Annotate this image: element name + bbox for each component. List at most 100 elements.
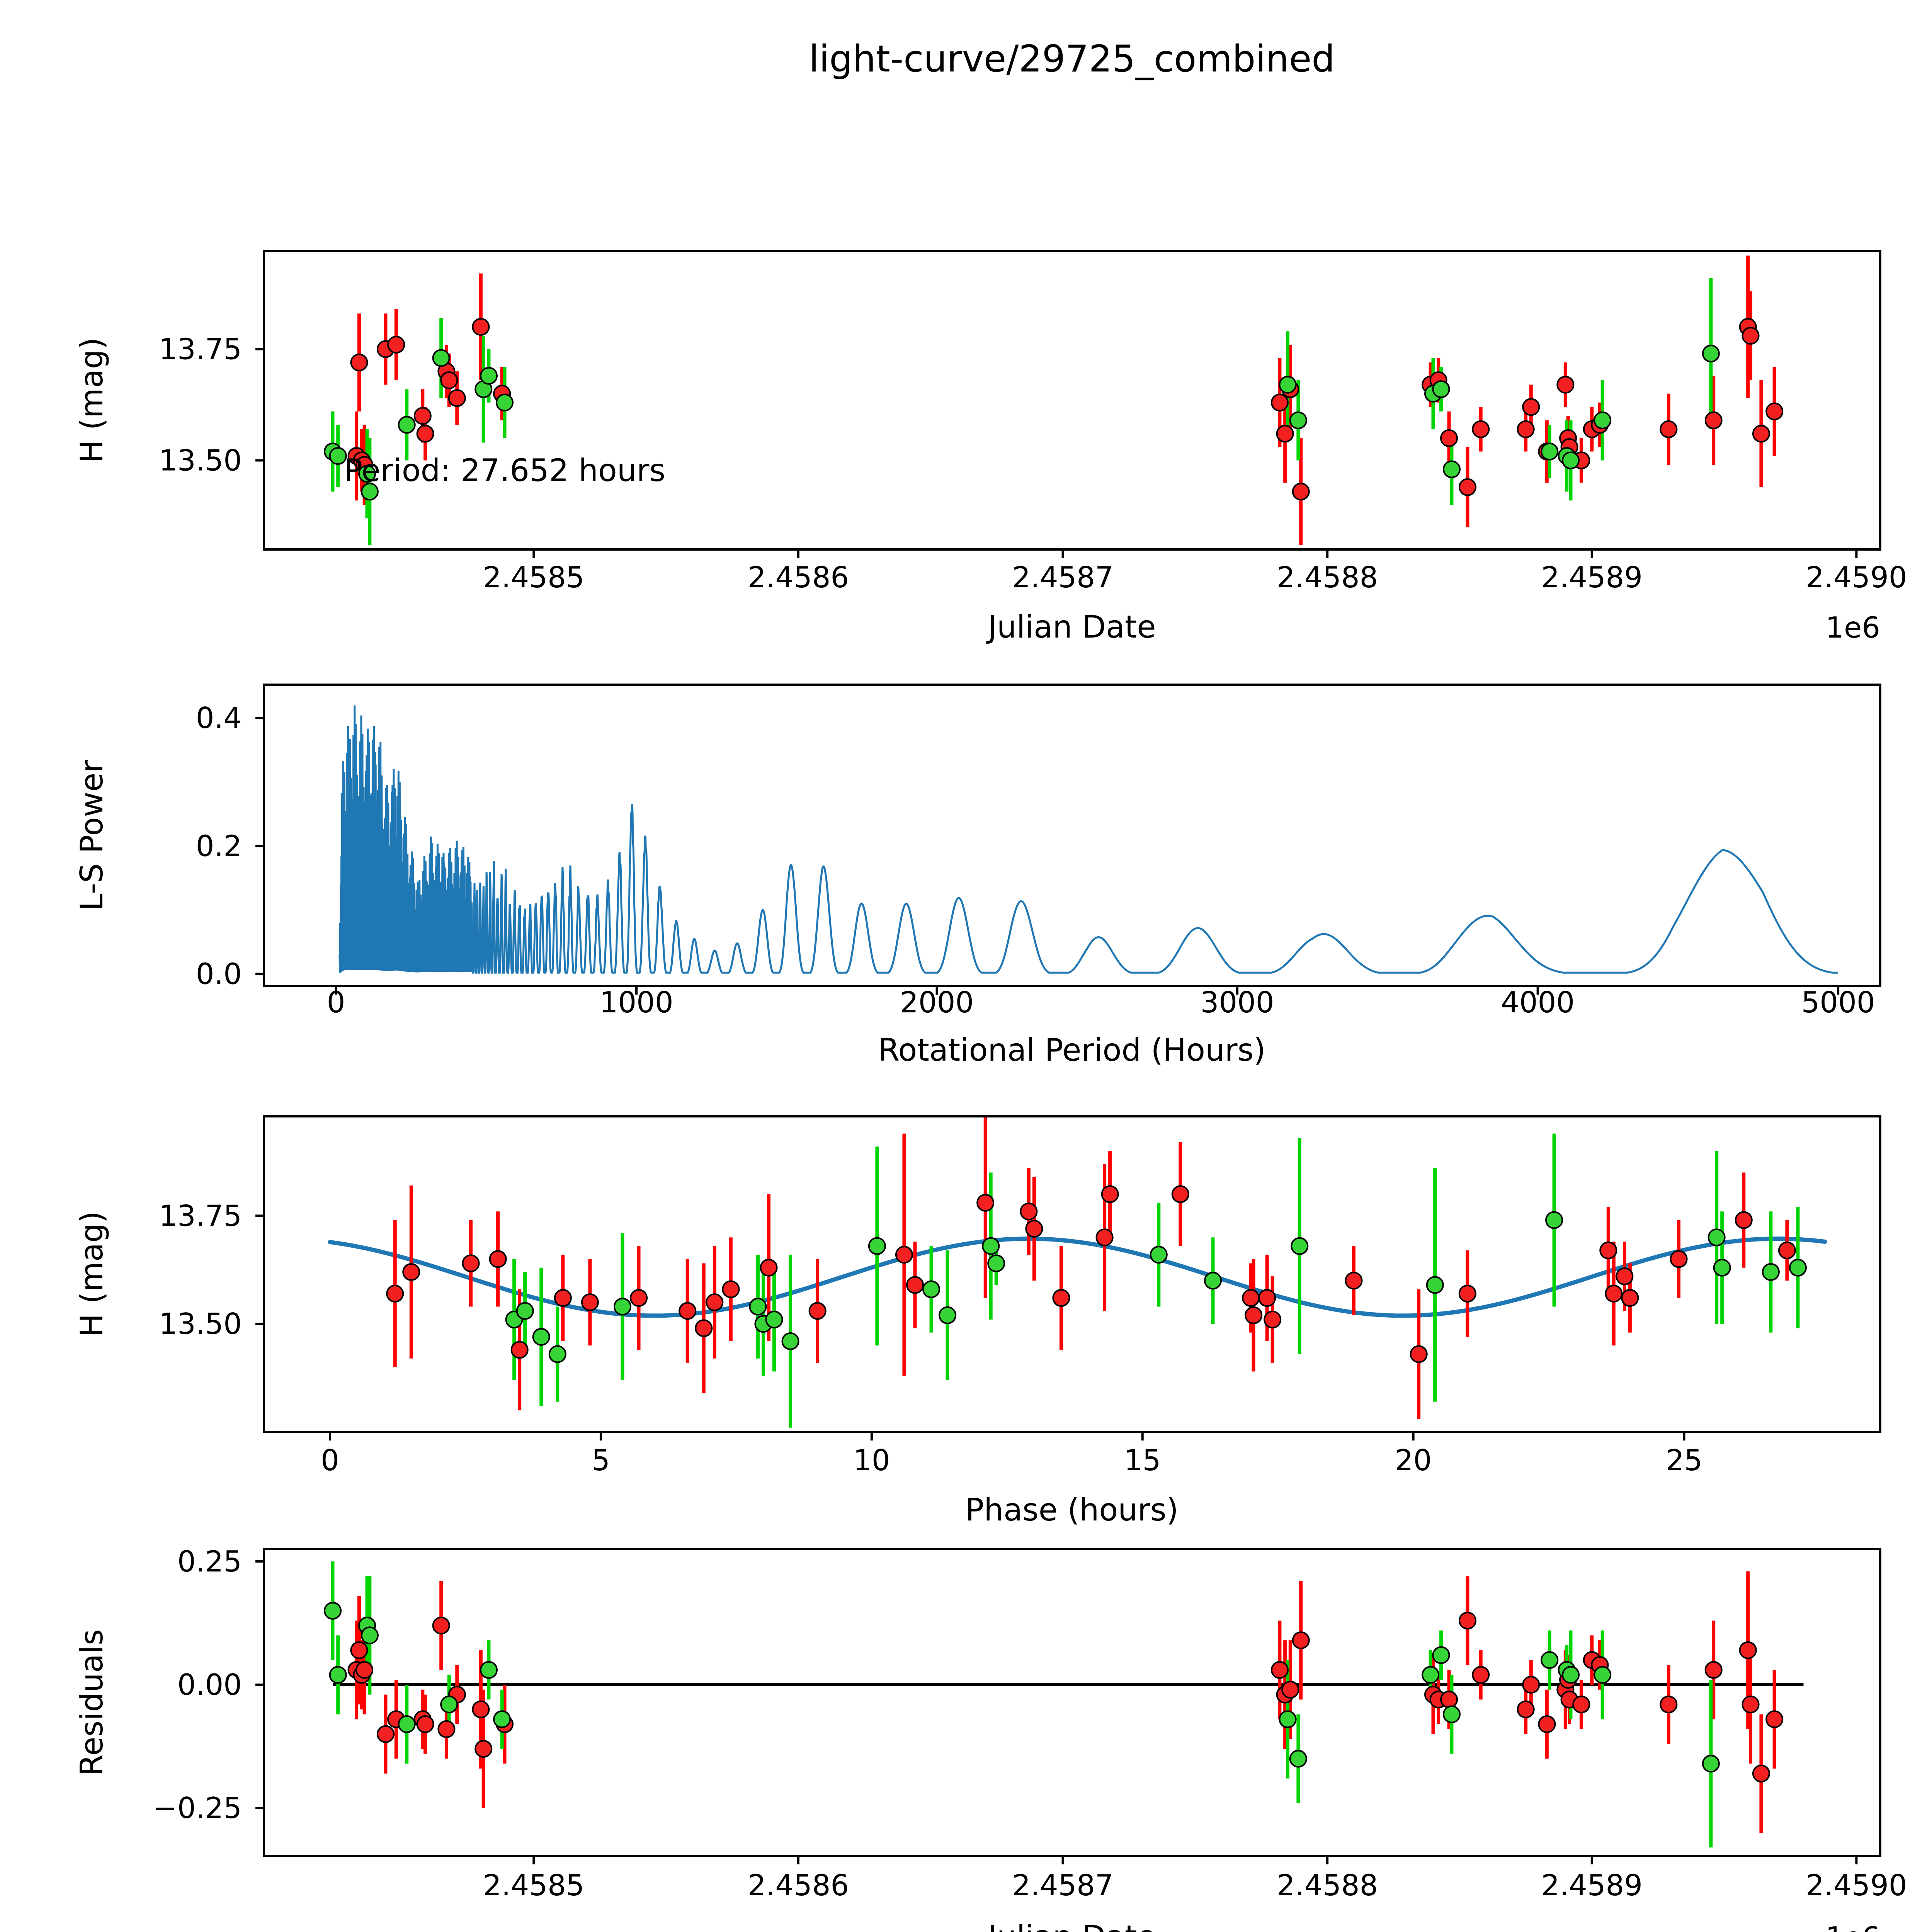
data-point: [1538, 1715, 1556, 1733]
data-point: [1660, 1696, 1678, 1714]
axes-frame: [263, 1548, 1881, 1857]
x-tick-label: 0: [327, 985, 345, 1019]
session-green-markers: [505, 1211, 1807, 1363]
data-point: [1292, 1631, 1310, 1650]
data-point: [1765, 1710, 1784, 1728]
data-point: [630, 1289, 648, 1307]
data-point: [1242, 1289, 1260, 1307]
data-point: [329, 1666, 347, 1684]
data-point: [1742, 1696, 1760, 1714]
data-point: [1517, 420, 1535, 438]
data-point: [1739, 1641, 1757, 1659]
data-point: [474, 1740, 493, 1758]
data-point: [1517, 1700, 1535, 1718]
data-point: [1594, 411, 1612, 429]
data-point: [1442, 1705, 1461, 1723]
x-tick-label: 15: [1124, 1443, 1161, 1477]
data-point: [706, 1293, 724, 1311]
data-point: [1426, 1276, 1444, 1294]
data-point: [516, 1302, 534, 1320]
phase-curve-axes: 0 5 10 15 20 25 13.50 13.75: [159, 1115, 1881, 1477]
data-point: [416, 1715, 434, 1733]
data-point: [1735, 1211, 1753, 1229]
data-point: [416, 425, 434, 443]
data-point: [749, 1298, 767, 1316]
data-point: [1752, 425, 1770, 443]
data-point: [722, 1280, 740, 1298]
data-point: [350, 354, 368, 372]
data-point: [1742, 327, 1760, 345]
data-point: [760, 1259, 778, 1277]
data-point: [448, 389, 466, 407]
x-tick-label: 5: [592, 1443, 610, 1477]
y-tick-label: 0.0: [196, 957, 242, 991]
x-tick-label: 2.4586: [748, 1868, 849, 1902]
data-point: [1702, 1755, 1720, 1773]
x-tick-label: 4000: [1501, 985, 1575, 1019]
y-tick-label: 0.00: [177, 1668, 242, 1702]
data-point: [922, 1280, 940, 1298]
light-curve-axes: 2.4585 2.4586 2.4587 2.4588 2.4589 2.4590 13.5…: [159, 250, 1907, 594]
data-point: [895, 1246, 913, 1264]
data-point: [493, 1710, 511, 1728]
x-tick-label: 2.4590: [1806, 560, 1907, 594]
data-point: [1704, 411, 1723, 429]
data-point: [1708, 1228, 1726, 1247]
data-point: [906, 1276, 924, 1294]
data-point: [361, 483, 379, 501]
data-point: [1245, 1306, 1263, 1324]
data-point: [1279, 1710, 1297, 1728]
data-point: [1458, 1284, 1476, 1303]
period-annotation: Period: 27.652 hours: [344, 452, 665, 488]
data-point: [1459, 478, 1476, 496]
data-point: [1422, 1666, 1440, 1684]
x-tick-label: 2.4585: [483, 560, 584, 594]
data-point: [554, 1289, 572, 1307]
data-point: [1778, 1241, 1796, 1259]
figure-title: light-curve/29725_combined: [809, 38, 1335, 80]
data-point: [1762, 1263, 1780, 1281]
data-point: [496, 393, 514, 412]
data-point: [432, 1616, 450, 1634]
light-curve-content: [324, 255, 1784, 545]
data-point: [1291, 1237, 1309, 1255]
data-point: [1752, 1764, 1770, 1782]
data-point: [440, 1696, 458, 1714]
data-point: [1541, 442, 1559, 461]
data-point: [472, 318, 490, 336]
x-tick-label: 25: [1666, 1443, 1702, 1477]
data-point: [1432, 380, 1450, 398]
data-point: [1702, 345, 1720, 363]
session-green-markers: [324, 345, 1720, 501]
y-axis-label: L-S Power: [74, 760, 110, 911]
session-red-markers: [347, 1612, 1784, 1782]
data-point: [324, 1602, 342, 1620]
panel-light-curve: 2.4585 2.4586 2.4587 2.4588 2.4589 2.4590 13.5…: [74, 250, 1907, 645]
data-point: [1459, 1612, 1476, 1630]
data-point: [1270, 393, 1289, 412]
data-point: [480, 1661, 498, 1679]
x-tick-label: 2.4588: [1277, 1868, 1378, 1902]
x-tick-label: 2.4590: [1806, 1868, 1907, 1902]
y-tick-label: 13.75: [159, 332, 242, 366]
data-point: [1289, 1750, 1307, 1768]
data-point: [358, 465, 376, 483]
data-point: [1472, 1666, 1490, 1684]
data-point: [1270, 1661, 1289, 1679]
data-point: [1541, 1651, 1559, 1669]
data-point: [1171, 1185, 1189, 1203]
data-point: [679, 1302, 697, 1320]
data-point: [361, 1626, 379, 1645]
x-tick-label: 20: [1395, 1443, 1432, 1477]
x-tick-label: 2.4588: [1277, 560, 1378, 594]
data-point: [376, 1725, 395, 1743]
data-point: [1670, 1250, 1688, 1268]
data-point: [1410, 1345, 1428, 1363]
y-axis-label: Residuals: [74, 1629, 110, 1776]
x-tick-label: 2000: [900, 985, 974, 1019]
x-tick-label: 0: [321, 1443, 339, 1477]
y-tick-label: 0.2: [196, 829, 242, 863]
data-point: [1440, 429, 1458, 447]
x-axis-label: Rotational Period (Hours): [878, 1032, 1266, 1068]
